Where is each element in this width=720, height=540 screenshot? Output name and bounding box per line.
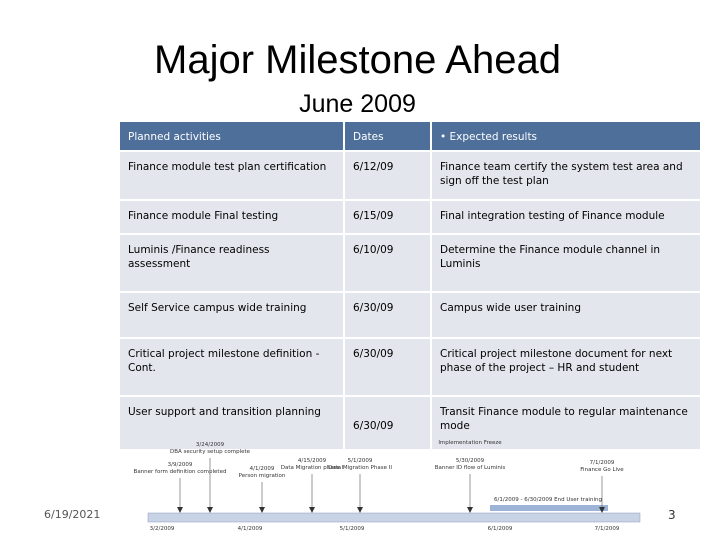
table-cell: 6/30/09 [345,397,432,449]
event-date: 7/1/2009 [590,460,615,466]
event-marker [357,507,363,513]
event-marker [467,507,473,513]
timeline-bar [147,512,641,523]
table-cell: 6/12/09 [345,152,432,199]
table-cell: 6/30/09 [345,339,432,395]
event-date: 5/1/2009 [348,458,373,464]
table-cell: Finance module test plan certification [120,152,345,199]
event-marker [259,507,265,513]
page-number: 3 [668,508,676,522]
training-bar [490,505,608,511]
event-date: 3/9/2009 [168,462,193,468]
axis-date: 6/1/2009 [488,526,513,532]
header-cell: • Expected results [432,122,702,150]
table-cell: User support and transition planning [120,397,345,449]
freeze-label: Implementation Freeze [438,440,502,446]
event-label: Data Migration Phase II [328,465,392,471]
table-cell: Finance team certify the system test are… [432,152,702,199]
table-cell: Critical project milestone definition - … [120,339,345,395]
table-row: Luminis /Finance readiness assessment 6/1… [120,235,702,293]
event-label: Finance Go Live [580,467,624,473]
event-date: 3/24/2009 [196,442,225,448]
event-marker [309,507,315,513]
axis-date: 7/1/2009 [595,526,620,532]
table-cell: Final integration testing of Finance mod… [432,201,702,233]
table-cell: Self Service campus wide training [120,293,345,337]
footer-date: 6/19/2021 [44,508,101,521]
event-date: 4/15/2009 [298,458,327,464]
header-cell: Planned activities [120,122,345,150]
slide-subtitle: June 2009 [299,90,416,118]
event-marker [599,507,605,513]
event-marker [177,507,183,513]
milestone-table: Planned activities Dates • Expected result… [120,122,702,451]
event-date: 4/1/2009 [250,466,275,472]
axis-date: 4/1/2009 [238,526,263,532]
event-label: Banner form definition completed [134,469,227,475]
training-label: 6/1/2009 - 6/30/2009 End User training [494,497,602,503]
table-cell: Finance module Final testing [120,201,345,233]
slide-title: Major Milestone Ahead [154,38,561,82]
table-cell: Campus wide user training [432,293,702,337]
event-date: 5/30/2009 [456,458,485,464]
table-row: Self Service campus wide training 6/30/09… [120,293,702,339]
event-label: Person migration [239,473,286,479]
table-cell: 6/30/09 [345,293,432,337]
table-row: Critical project milestone definition - … [120,339,702,397]
table-row: User support and transition planning 6/30… [120,397,702,451]
table-cell: 6/10/09 [345,235,432,291]
axis-date: 5/1/2009 [340,526,365,532]
header-row: Planned activities Dates • Expected result… [120,122,702,152]
table-cell: Luminis /Finance readiness assessment [120,235,345,291]
table-row: Finance module test plan certification 6/… [120,152,702,201]
event-label: DBA security setup complete [170,449,251,455]
table-cell: Determine the Finance module channel in … [432,235,702,291]
table-cell: Critical project milestone document for … [432,339,702,395]
table-cell: Transit Finance module to regular mainte… [432,397,702,449]
event-label: Data Migration phase I [281,465,344,471]
table-cell: 6/15/09 [345,201,432,233]
event-label: Banner ID flow of Luminis [435,465,506,471]
table-row: Finance module Final testing 6/15/09 Final… [120,201,702,235]
event-marker [207,507,213,513]
axis-date: 3/2/2009 [150,526,175,532]
header-cell: Dates [345,122,432,150]
